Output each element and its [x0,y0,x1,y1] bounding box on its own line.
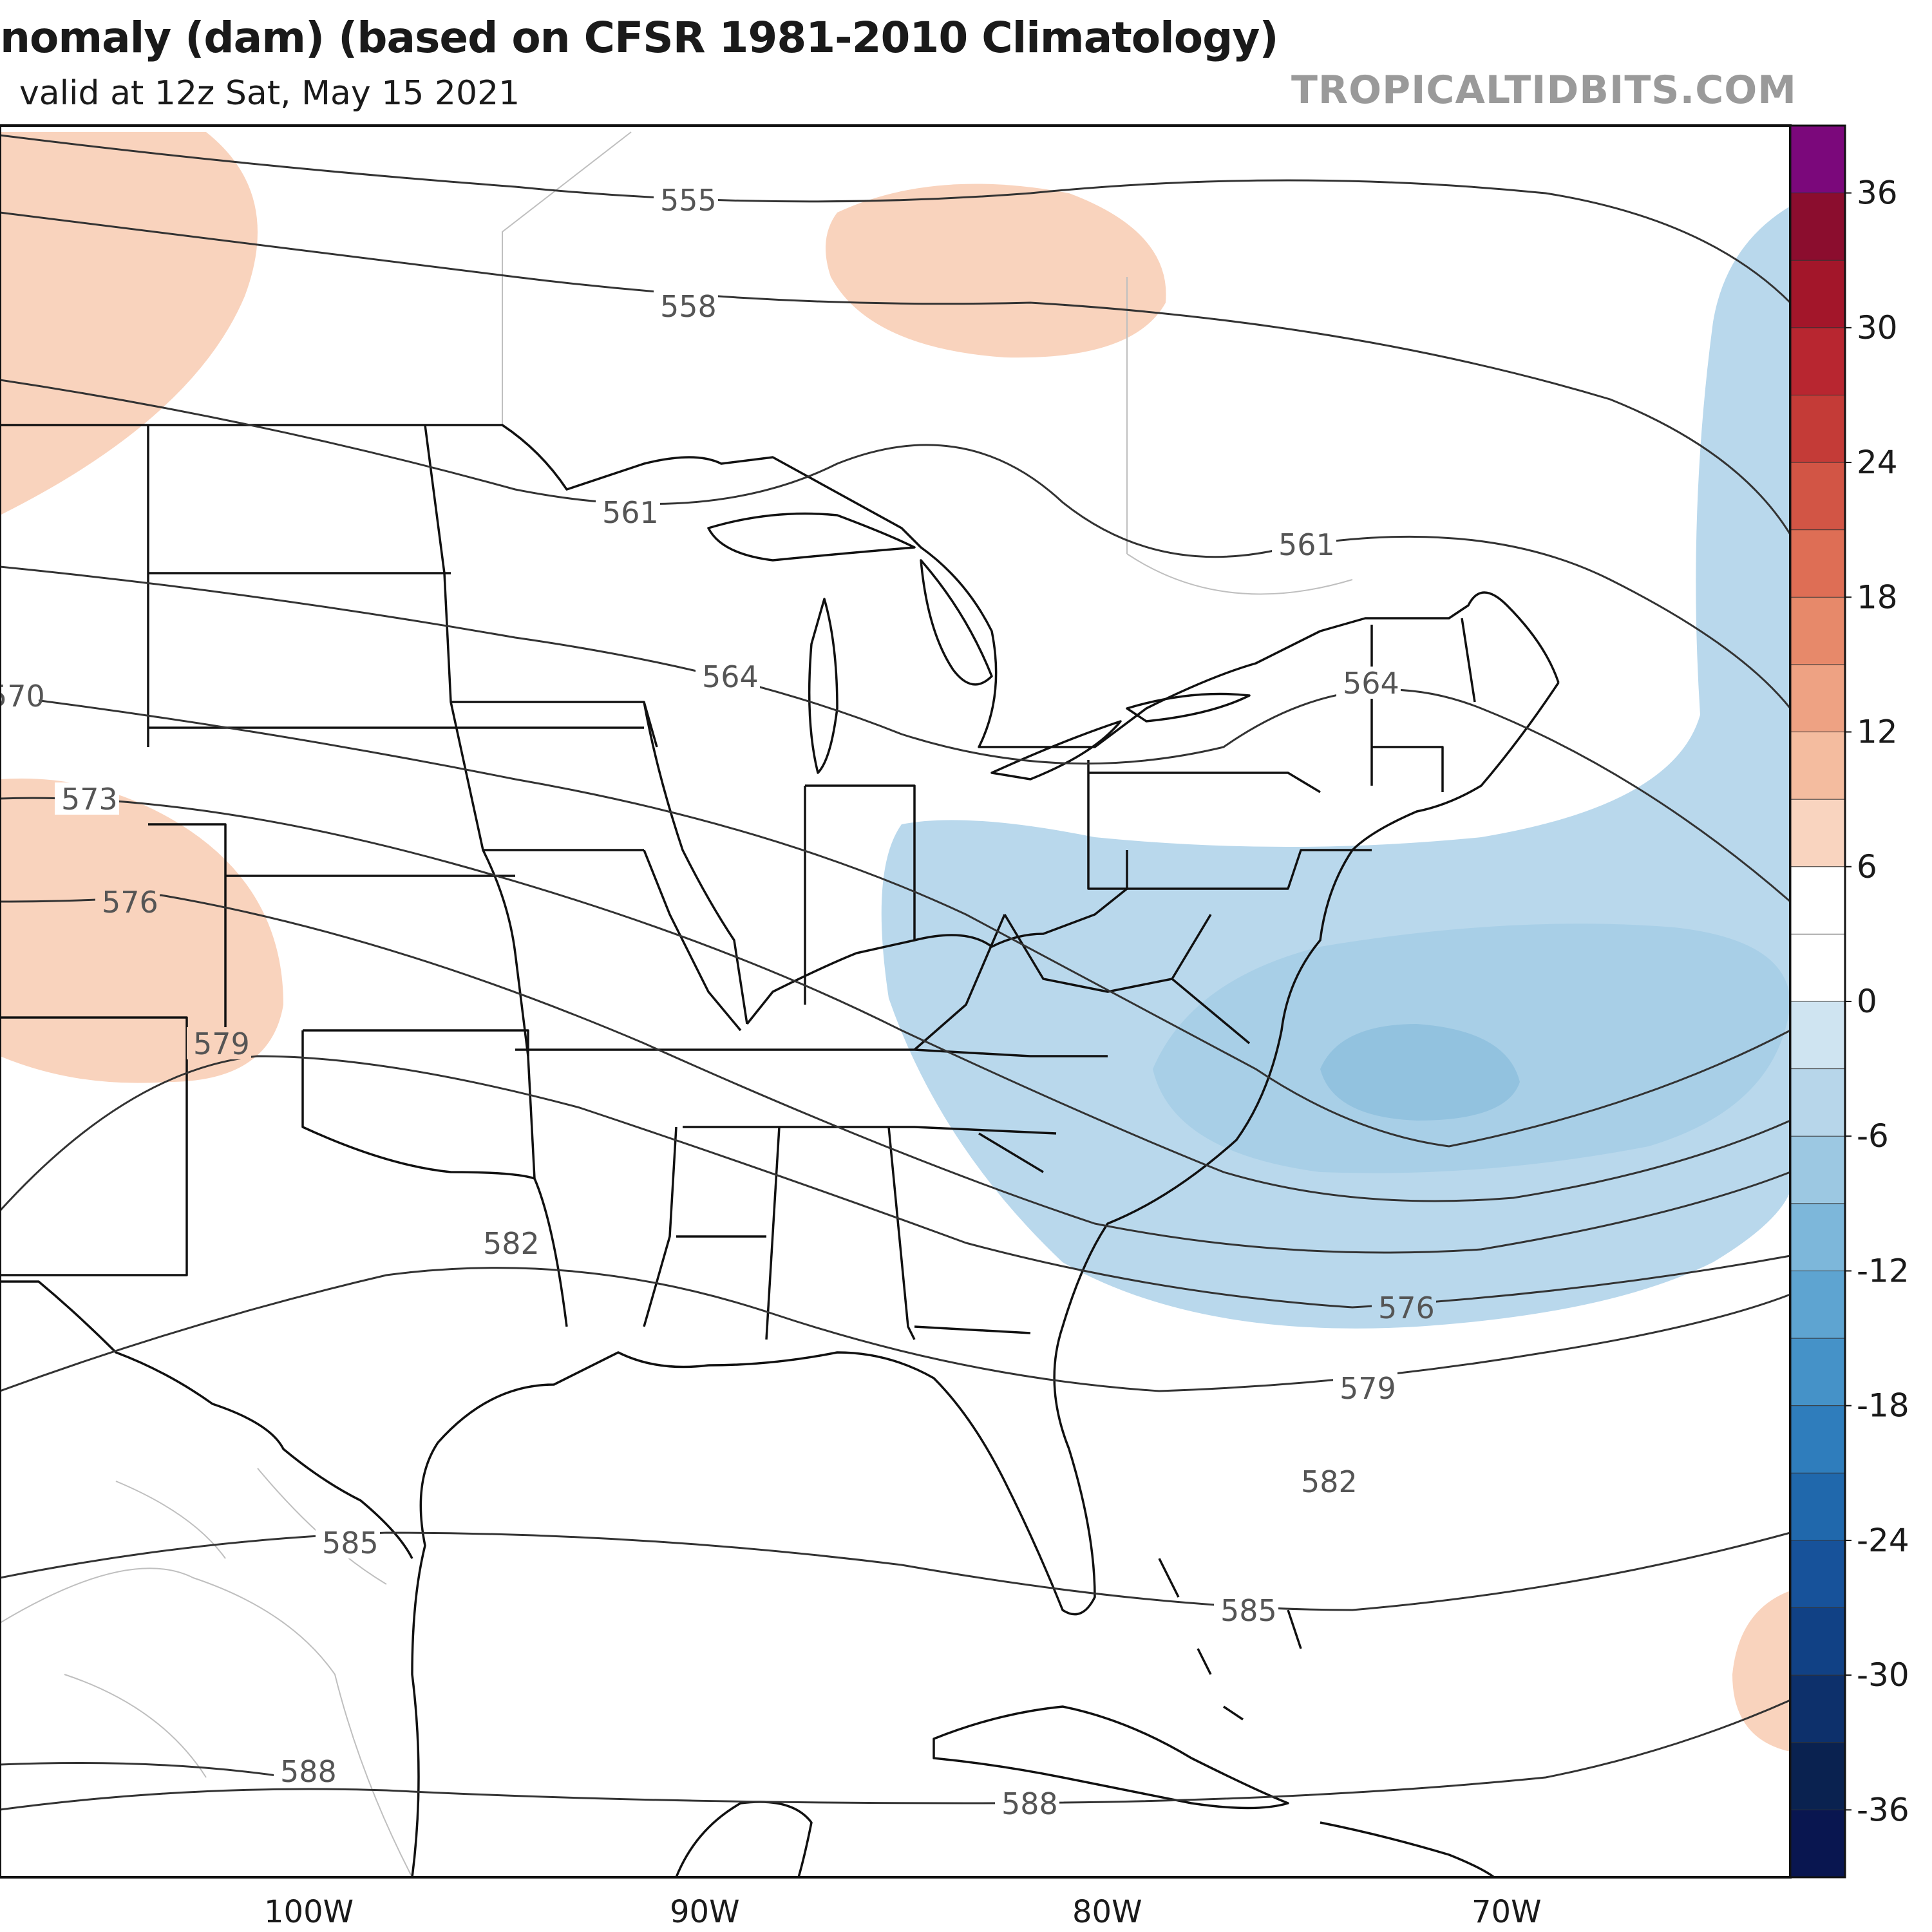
lake-superior [707,512,916,562]
positive-anomaly-areas [0,132,1790,1752]
contour-label: 564 [1343,666,1399,701]
colorbar-swatch [1790,1338,1846,1406]
colorbar: 36 30 24 18 12 6 0 -6 -12 -18 -24 -30 -36 [1789,124,1909,1879]
colorbar-label: 0 [1857,983,1877,1020]
positive-anomaly-sw [0,778,283,1083]
colorbar-label: 24 [1857,444,1898,481]
colorbar-label: -18 [1857,1387,1909,1425]
colorbar-swatch [1790,1270,1846,1340]
contour-label: 585 [322,1526,379,1560]
atlantic-coast [708,682,1560,1616]
longitude-label: 90W [670,1894,740,1930]
colorbar-swatch [1790,866,1846,935]
contour-label: 555 [660,183,717,218]
us-canada-border [0,424,1560,748]
colorbar-swatch [1790,125,1846,194]
lake-ontario [1126,692,1251,723]
colorbar-swatch [1790,1607,1846,1676]
longitude-label: 100W [264,1894,354,1930]
colorbar-swatch [1790,1472,1846,1541]
bahamas [1158,1558,1302,1721]
colorbar-swatch [1790,529,1846,598]
colorbar-label: -36 [1857,1791,1909,1828]
contour-label: 561 [602,495,659,530]
jamaica-hispaniola [1320,1821,1495,1879]
colorbar-label: 18 [1857,578,1898,616]
colorbar-swatch [1790,1809,1846,1878]
colorbar-swatch [1790,260,1846,328]
contour-label: 570 [0,679,45,714]
contour-label: 564 [702,659,759,694]
contour-label: 579 [1340,1371,1396,1406]
colorbar-swatch [1790,327,1846,396]
contour-label: 582 [1301,1464,1358,1499]
colorbar-swatch [1790,596,1846,665]
colorbar-label: -30 [1857,1656,1909,1694]
contour-label: 576 [1378,1291,1435,1325]
colorbar-swatch [1790,1068,1846,1137]
colorbar-swatch [1790,1742,1846,1811]
colorbar-label: 36 [1857,175,1898,212]
contour-label: 558 [660,289,717,324]
colorbar-swatch [1790,1203,1846,1272]
contour-labels: 555 558 561 561 564 564 570 573 576 576 … [0,183,1436,1821]
colorbar-swatch [1790,799,1846,867]
longitude-axis: 100W 90W 80W 70W [264,1894,1542,1930]
lake-erie [990,720,1122,781]
negative-anomaly-core [1320,1024,1520,1121]
colorbar-swatch [1790,193,1846,261]
lake-michigan [808,598,838,774]
colorbar-label: -24 [1857,1522,1909,1559]
coastlines-and-borders [0,424,1560,1879]
colorbar-swatch [1790,1001,1846,1070]
colorbar-swatch [1790,394,1846,464]
colorbar-swatch [1790,664,1846,733]
cuba-coast [933,1705,1289,1810]
colorbar-label: -12 [1857,1252,1909,1289]
contour-label: 561 [1278,527,1335,562]
colorbar-label: 6 [1857,848,1877,886]
contour-label: 573 [61,782,118,817]
contour-label: 588 [280,1754,337,1789]
positive-anomaly-nw [0,132,258,515]
map-title: nomaly (dam) (based on CFSR 1981-2010 Cl… [0,13,1279,62]
contour-label: 582 [483,1226,540,1261]
contour-label: 585 [1220,1593,1277,1628]
contour-label: 579 [193,1027,250,1061]
positive-anomaly-canada [826,184,1166,358]
colorbar-swatch [1790,462,1846,531]
colorbar-label: 12 [1857,714,1898,751]
colorbar-label: -6 [1857,1117,1889,1155]
height-contours [0,134,1792,1811]
positive-anomaly-atlantic [1732,1591,1790,1752]
colorbar-swatch [1790,1674,1846,1743]
mexico-border [0,1280,413,1559]
negative-anomaly-areas [881,206,1790,1329]
gulf-coast [411,1351,709,1878]
source-site: TROPICALTIDBITS.COM [1291,68,1797,113]
colorbar-label: 30 [1857,309,1898,346]
valid-time: valid at 12z Sat, May 15 2021 [19,74,520,113]
colorbar-swatch [1790,1405,1846,1474]
colorbar-swatch [1790,933,1846,1003]
colorbar-swatch [1790,1135,1846,1204]
longitude-label: 70W [1472,1894,1542,1930]
header: nomaly (dam) (based on CFSR 1981-2010 Cl… [0,0,1932,129]
colorbar-swatch [1790,1540,1846,1609]
lake-huron [920,559,993,686]
colorbar-swatch [1790,732,1846,800]
contour-label: 588 [1001,1786,1058,1821]
contour-label: 576 [102,885,158,920]
longitude-label: 80W [1072,1894,1142,1930]
